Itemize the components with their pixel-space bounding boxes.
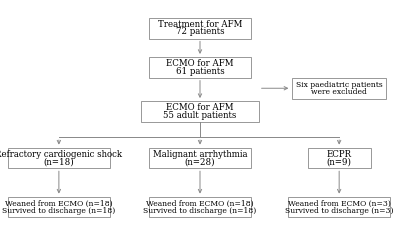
FancyBboxPatch shape [288, 197, 390, 218]
Text: Weaned from ECMO (n=3): Weaned from ECMO (n=3) [288, 200, 390, 207]
Text: Malignant arrhythmia: Malignant arrhythmia [153, 150, 247, 159]
FancyBboxPatch shape [149, 148, 251, 169]
Text: Survived to discharge (n=3): Survived to discharge (n=3) [285, 207, 394, 215]
FancyBboxPatch shape [292, 78, 386, 99]
FancyBboxPatch shape [149, 197, 251, 218]
FancyBboxPatch shape [149, 18, 251, 39]
Text: 61 patients: 61 patients [176, 66, 224, 76]
Text: ECMO for AFM: ECMO for AFM [166, 59, 234, 68]
Text: Treatment for AFM: Treatment for AFM [158, 20, 242, 29]
FancyBboxPatch shape [149, 57, 251, 78]
Text: Weaned from ECMO (n=18): Weaned from ECMO (n=18) [146, 200, 254, 207]
Text: were excluded: were excluded [311, 88, 367, 96]
Text: ECMO for AFM: ECMO for AFM [166, 103, 234, 112]
Text: (n=9): (n=9) [327, 157, 352, 166]
Text: ECPR: ECPR [326, 150, 352, 159]
FancyBboxPatch shape [141, 101, 259, 122]
Text: 55 adult patients: 55 adult patients [163, 111, 237, 120]
Text: Survived to discharge (n=18): Survived to discharge (n=18) [143, 207, 257, 215]
Text: (n=18): (n=18) [44, 157, 74, 166]
FancyBboxPatch shape [8, 197, 110, 218]
FancyBboxPatch shape [308, 148, 370, 169]
Text: Weaned from ECMO (n=18): Weaned from ECMO (n=18) [5, 200, 113, 207]
Text: Six paediatric patients: Six paediatric patients [296, 80, 382, 88]
Text: Refractory cardiogenic shock: Refractory cardiogenic shock [0, 150, 122, 159]
Text: (n=28): (n=28) [185, 157, 215, 166]
Text: Survived to discharge (n=18): Survived to discharge (n=18) [2, 207, 116, 215]
FancyBboxPatch shape [8, 148, 110, 169]
Text: 72 patients: 72 patients [176, 28, 224, 36]
